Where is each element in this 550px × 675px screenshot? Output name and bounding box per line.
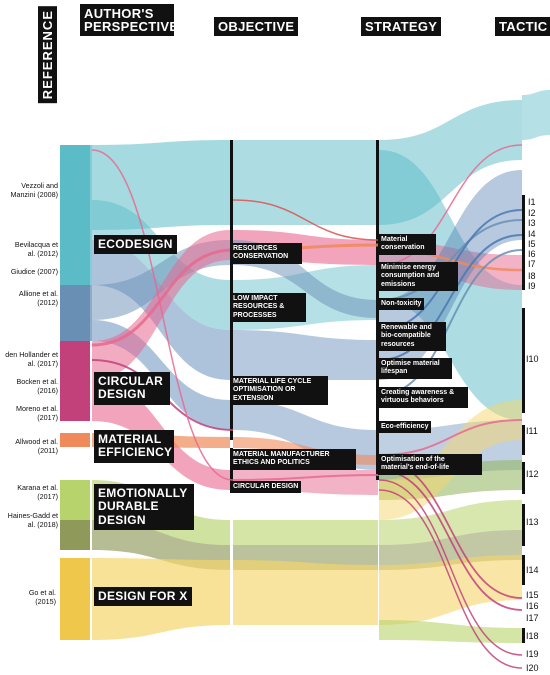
reference-label: Go et al. (2015) [28, 588, 56, 606]
reference-bar [60, 480, 90, 520]
strategy-label: Eco-efficiency [378, 421, 432, 434]
flow-line [378, 219, 523, 301]
objective-header: OBJECTIVE [214, 17, 299, 36]
tactic-label: I10 [526, 354, 539, 364]
reference-bar [60, 285, 90, 341]
tactic-label: I4 [528, 229, 536, 239]
reference-bar [60, 433, 90, 447]
tactic-axis [522, 308, 525, 413]
tactic-label: I7 [528, 259, 536, 269]
flow-line [232, 474, 380, 481]
reference-label: den Hollander et al. (2017) [5, 350, 58, 368]
reference-label: Allione et al. (2012) [18, 289, 58, 307]
strategy-label: Creating awareness & virtuous behaviors [378, 387, 468, 408]
flow-line [378, 489, 523, 669]
strategy-label: Material conservation [378, 234, 436, 255]
perspective-label: CIRCULAR DESIGN [94, 372, 170, 405]
objective-axis [230, 140, 233, 440]
tactic-label: I19 [526, 649, 539, 659]
flow-band [233, 140, 378, 225]
tactic-label: I14 [526, 565, 539, 575]
tactic-label: I11 [526, 426, 538, 436]
reference-label: Vezzoli and Manzini (2008) [10, 181, 58, 199]
reference-label: Moreno et al. (2017) [16, 404, 58, 422]
flow-line [378, 479, 523, 656]
flow-band [90, 145, 92, 285]
tactic-axis [522, 504, 525, 546]
objective-label: CIRCULAR DESIGN [230, 481, 302, 494]
flow-band [379, 620, 522, 643]
tactic-label: I15 [526, 590, 539, 600]
tactic-label: I20 [526, 663, 539, 673]
flow-band [90, 285, 92, 341]
strategy-axis [376, 140, 379, 480]
flow-line [232, 199, 380, 241]
flow-line [378, 144, 523, 266]
reference-label: Haines-Gadd et al. (2018) [7, 511, 58, 529]
reference-label: Allwood et al. (2011) [15, 437, 58, 455]
tactic-label: I18 [526, 631, 539, 641]
strategy-label: Optimisation of the material's end-of-li… [378, 454, 482, 475]
flow-line [91, 248, 234, 347]
flow-band [522, 90, 550, 140]
objective-label: MATERIAL LIFE CYCLE OPTIMISATION OR EXTE… [230, 376, 328, 406]
tactic-label: I3 [528, 218, 536, 228]
tactic-label: I5 [528, 239, 536, 249]
flow-band [379, 555, 522, 625]
objective-label: LOW IMPACT RESOURCES & PROCESSES [230, 293, 306, 323]
reference-label: Bocken et al. (2016) [16, 377, 58, 395]
reference-bar [60, 145, 90, 285]
strategy-label: Non-toxicity [378, 298, 425, 311]
strategy-label: Minimise energy consumption and emission… [378, 262, 458, 292]
tactic-header: TACTIC [495, 17, 550, 36]
perspective-label: ECODESIGN [94, 235, 177, 255]
tactic-label: I17 [526, 613, 539, 623]
reference-bar [60, 520, 90, 550]
tactic-axis [522, 462, 525, 494]
tactic-label: I9 [528, 281, 536, 291]
reference-label: Bevilacqua et al. (2012) [14, 240, 58, 258]
tactic-axis [522, 628, 525, 643]
tactic-label: I16 [526, 601, 539, 611]
tactic-axis [522, 195, 525, 290]
reference-header: REFERENCE [38, 6, 57, 104]
flow-band [233, 520, 378, 545]
flow-line [91, 149, 234, 481]
reference-label: Karana et al. (2017) [17, 483, 58, 501]
strategy-header: STRATEGY [361, 17, 442, 36]
flow-line [378, 234, 523, 361]
flow-band [92, 140, 230, 230]
perspective-header: AUTHOR'S PERSPECTIVE [80, 4, 178, 36]
objective-label: MATERIAL MANUFACTURER ETHICS AND POLITIC… [230, 449, 356, 470]
tactic-label: I13 [526, 517, 539, 527]
flow-band [379, 500, 522, 545]
flow-band [233, 560, 378, 625]
tactic-label: I8 [528, 271, 536, 281]
perspective-label: DESIGN FOR X [94, 587, 192, 607]
flow-band [233, 330, 378, 380]
flow-line [378, 419, 523, 456]
tactic-label: I2 [528, 208, 536, 218]
strategy-label: Renewable and bio-compatible resources [378, 322, 446, 352]
objective-label: RESOURCES CONSERVATION [230, 243, 302, 264]
reference-label: Giudice (2007) [10, 267, 58, 276]
flow-line [378, 469, 523, 611]
reference-bar [60, 558, 90, 640]
strategy-label: Optimise material lifespan [378, 358, 452, 379]
tactic-label: I1 [528, 197, 536, 207]
tactic-axis [522, 555, 525, 585]
reference-bar [60, 341, 90, 421]
tactic-label: I6 [528, 249, 536, 259]
flow-band [92, 520, 230, 570]
perspective-label: EMOTIONALLY DURABLE DESIGN [94, 484, 194, 531]
perspective-label: MATERIAL EFFICIENCY [94, 430, 174, 463]
tactic-label: I12 [526, 469, 539, 479]
tactic-axis [522, 425, 525, 455]
